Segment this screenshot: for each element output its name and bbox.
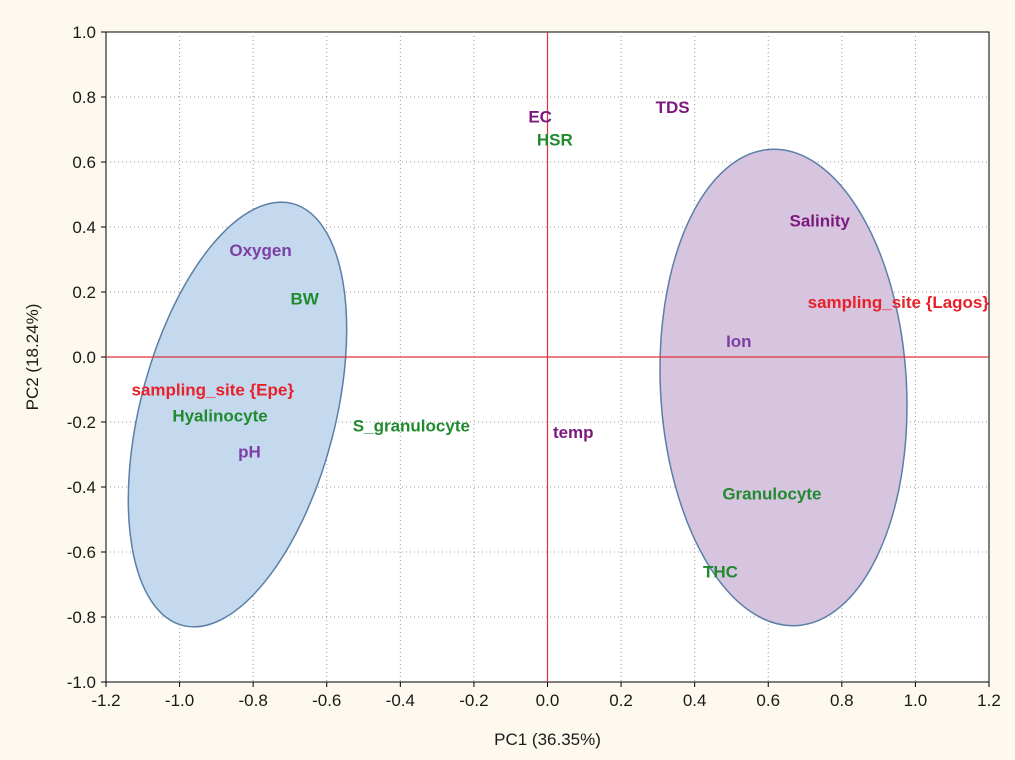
x-tick-label: -0.4 xyxy=(386,691,415,710)
point-label: temp xyxy=(553,423,594,442)
reference-lines xyxy=(106,32,989,682)
x-tick-label: 0.2 xyxy=(609,691,633,710)
y-tick-label: -1.0 xyxy=(67,673,96,692)
x-tick-label: -0.6 xyxy=(312,691,341,710)
y-tick-label: -0.6 xyxy=(67,543,96,562)
cluster-ellipse-lagos xyxy=(659,148,908,627)
x-tick-label: 0.8 xyxy=(830,691,854,710)
y-tick-label: -0.8 xyxy=(67,608,96,627)
x-tick-label: -0.2 xyxy=(459,691,488,710)
y-tick-label: 0.0 xyxy=(72,348,96,367)
point-label: sampling_site {Lagos} xyxy=(808,293,990,312)
point-label: Oxygen xyxy=(229,241,291,260)
y-tick-label: -0.4 xyxy=(67,478,96,497)
x-axis-ticks: -1.2 -1.0 -0.8 -0.6 -0.4 -0.2 0.0 0.2 0.4 0.6 0.8 1… xyxy=(91,682,1001,710)
point-label: EC xyxy=(528,108,552,127)
y-tick-label: 0.4 xyxy=(72,218,96,237)
point-label: Granulocyte xyxy=(722,485,821,504)
point-label: Hyalinocyte xyxy=(172,407,267,426)
x-tick-label: -1.2 xyxy=(91,691,120,710)
y-tick-label: 0.6 xyxy=(72,153,96,172)
x-tick-label: -1.0 xyxy=(165,691,194,710)
point-label: S_granulocyte xyxy=(353,416,470,435)
x-axis-title: PC1 (36.35%) xyxy=(494,730,601,749)
y-tick-label: -0.2 xyxy=(67,413,96,432)
point-labels: EC TDS HSR Oxygen Salinity BW sampling_site {L… xyxy=(131,98,989,582)
cluster-ellipse-epe xyxy=(127,201,348,628)
point-label: Ion xyxy=(726,332,752,351)
x-tick-label: -0.8 xyxy=(239,691,268,710)
point-label: HSR xyxy=(537,130,573,149)
x-tick-label: 0.4 xyxy=(683,691,707,710)
point-label: sampling_site {Epe} xyxy=(131,381,294,400)
y-tick-label: 0.8 xyxy=(72,88,96,107)
point-label: TDS xyxy=(656,98,690,117)
point-label: pH xyxy=(238,442,261,461)
point-label: Salinity xyxy=(790,212,851,231)
y-tick-label: 0.2 xyxy=(72,283,96,302)
y-axis-ticks: -1.0 -0.8 -0.6 -0.4 -0.2 0.0 0.2 0.4 0.6 0.8 1.0 xyxy=(67,23,106,692)
x-tick-label: 0.0 xyxy=(536,691,560,710)
y-axis-title: PC2 (18.24%) xyxy=(23,304,42,411)
point-label: BW xyxy=(291,290,320,309)
y-tick-label: 1.0 xyxy=(72,23,96,42)
x-tick-label: 1.2 xyxy=(977,691,1001,710)
x-tick-label: 1.0 xyxy=(904,691,928,710)
cluster-ellipses xyxy=(127,148,908,628)
point-label: THC xyxy=(703,563,738,582)
x-tick-label: 0.6 xyxy=(756,691,780,710)
